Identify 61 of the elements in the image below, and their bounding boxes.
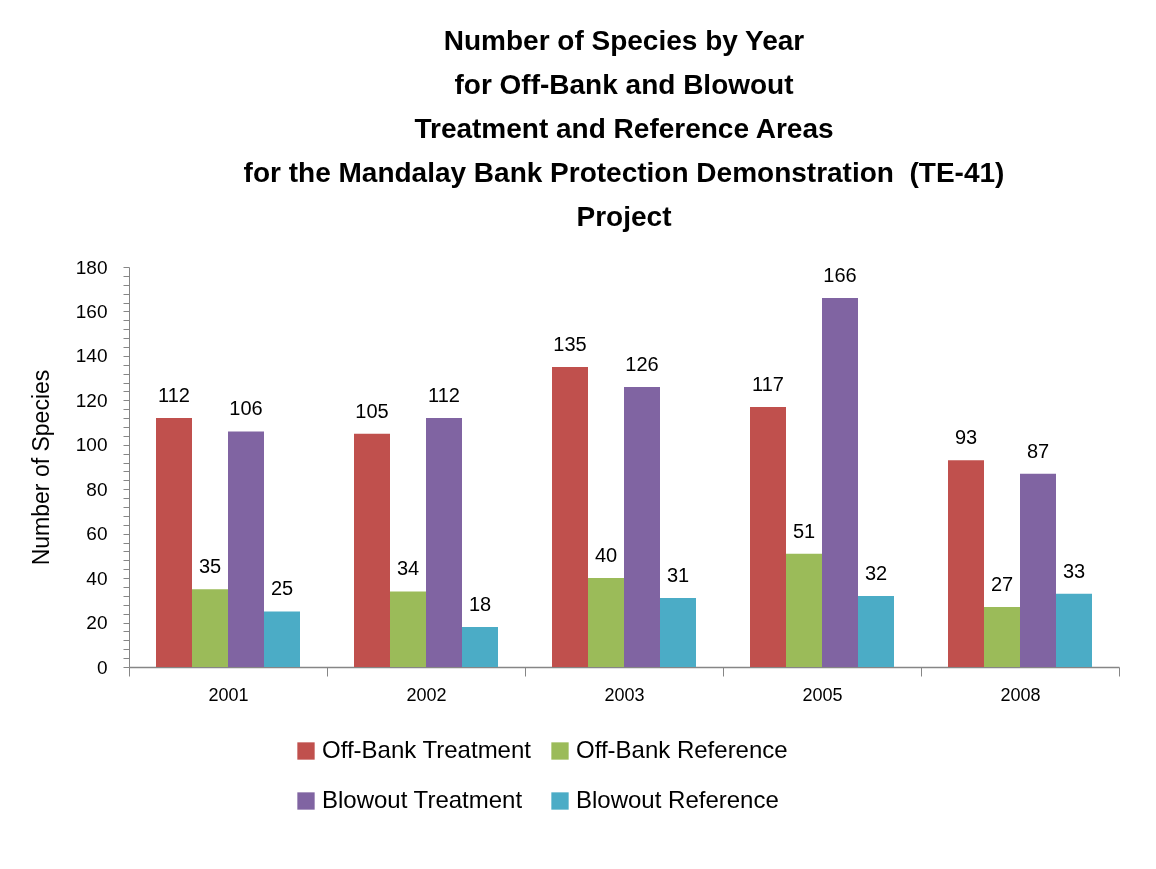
bar	[264, 611, 300, 667]
bar	[948, 460, 984, 667]
y-tick-label: 40	[86, 567, 108, 589]
bar	[588, 578, 624, 667]
y-tick-label: 80	[86, 478, 108, 500]
bar	[1020, 473, 1056, 667]
y-tick-label: 120	[75, 389, 108, 411]
y-tick-label: 20	[86, 612, 108, 634]
bar	[426, 418, 462, 667]
data-label: 117	[752, 373, 784, 395]
x-tick-label: 2003	[604, 684, 645, 705]
bar	[552, 367, 588, 667]
bar	[1056, 593, 1092, 667]
bar	[192, 589, 228, 667]
bar	[984, 607, 1020, 667]
y-tick-label: 180	[75, 256, 108, 278]
data-label: 87	[1026, 439, 1050, 462]
x-tick-label: 2005	[802, 684, 843, 705]
data-label: 40	[594, 544, 618, 567]
data-label: 135	[553, 333, 587, 355]
legend-label: Off-Bank Treatment	[322, 736, 532, 763]
data-label: 112	[428, 384, 460, 407]
y-tick-label: 160	[75, 300, 108, 322]
chart-title: Number of Species by Year for Off-Bank and Blowout Treatment and Reference Areas for the Mandalay Bank Protection Demonstration (TE-41) Project	[243, 25, 1005, 232]
y-tick-label: 0	[96, 656, 108, 678]
bar	[462, 627, 498, 667]
bar	[390, 591, 426, 667]
data-label: 126	[625, 353, 659, 375]
bar	[354, 433, 390, 667]
bar	[156, 418, 192, 667]
bar	[858, 595, 894, 667]
data-label: 105	[355, 399, 389, 422]
bar	[660, 598, 696, 667]
x-tick-label: 2001	[208, 684, 249, 705]
data-label: 25	[270, 577, 294, 600]
y-tick-label: 60	[86, 523, 108, 545]
data-label: 93	[954, 426, 978, 449]
data-label: 51	[792, 519, 816, 542]
bar	[822, 298, 858, 667]
legend-label: Blowout Reference	[576, 786, 779, 813]
data-label: 18	[468, 593, 492, 615]
legend-label: Blowout Treatment	[322, 786, 523, 813]
bar	[228, 431, 264, 667]
y-axis-title: Number of Species	[27, 369, 54, 566]
data-label: 27	[990, 573, 1014, 595]
data-label: 32	[864, 561, 888, 584]
data-label: 31	[666, 564, 690, 587]
data-label: 33	[1062, 559, 1086, 582]
legend-label: Off-Bank Reference	[576, 736, 788, 763]
data-label: 34	[396, 557, 420, 580]
data-label: 35	[198, 555, 222, 578]
y-tick-label: 100	[75, 434, 108, 456]
bar	[624, 387, 660, 667]
x-tick-label: 2008	[1000, 684, 1041, 705]
bar	[750, 407, 786, 667]
x-tick-label: 2002	[406, 684, 447, 705]
data-label: 166	[823, 264, 857, 287]
bar	[786, 553, 822, 667]
data-label: 112	[158, 384, 190, 407]
data-label: 106	[229, 397, 263, 420]
y-tick-label: 140	[75, 345, 108, 367]
